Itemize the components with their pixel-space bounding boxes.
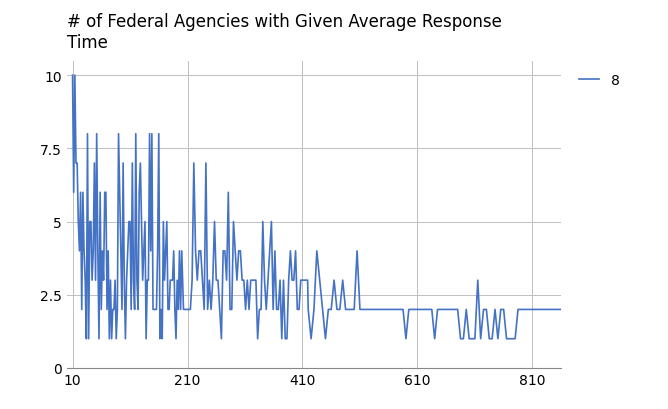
Line: 8: 8	[73, 76, 561, 339]
8	[69, 74, 77, 79]
8	[116, 190, 124, 195]
8	[557, 307, 565, 312]
8	[456, 337, 464, 342]
Text: # of Federal Agencies with Given Average Response
Time: # of Federal Agencies with Given Average…	[67, 13, 502, 52]
8	[508, 337, 516, 342]
8	[252, 278, 260, 283]
8	[304, 307, 312, 312]
8	[92, 278, 100, 283]
8	[82, 337, 90, 342]
Legend: 8: 8	[573, 68, 625, 93]
